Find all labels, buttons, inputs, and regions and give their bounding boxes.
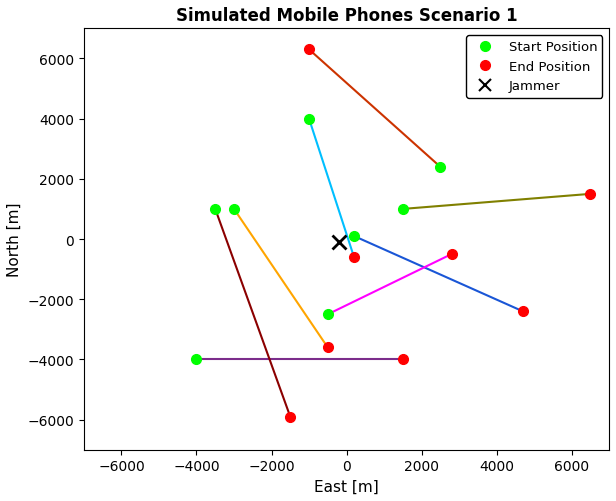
X-axis label: East [m]: East [m] — [314, 479, 379, 494]
Y-axis label: North [m]: North [m] — [7, 202, 22, 277]
Title: Simulated Mobile Phones Scenario 1: Simulated Mobile Phones Scenario 1 — [176, 7, 517, 25]
Legend: Start Position, End Position, Jammer: Start Position, End Position, Jammer — [466, 36, 602, 98]
